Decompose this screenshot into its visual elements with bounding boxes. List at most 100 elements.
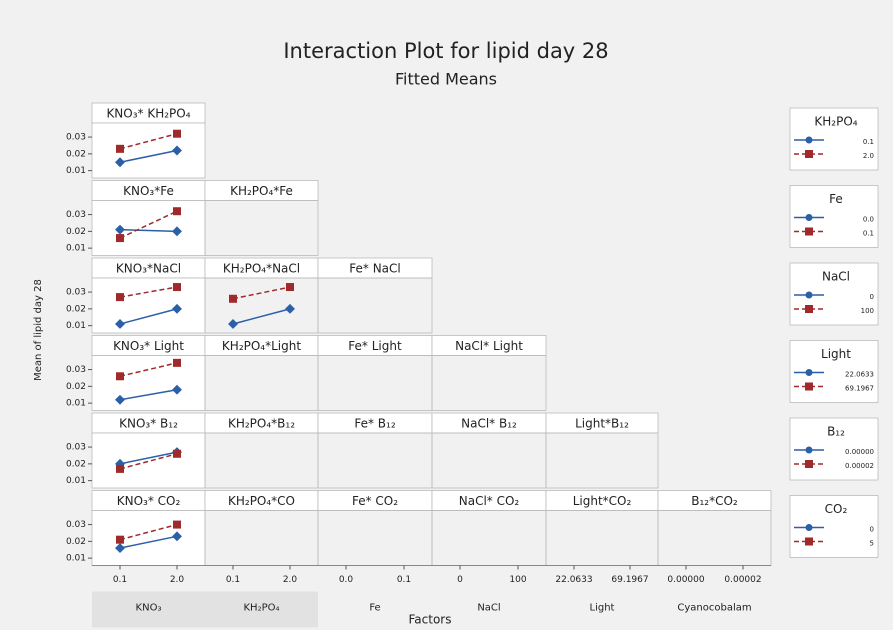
x-tick-label: 2.0 [283, 575, 298, 585]
y-tick-label: 0.02 [66, 537, 86, 547]
panel-title: Fe* B₁₂ [354, 417, 395, 431]
panel-title: KH₂PO₄*CO [228, 494, 295, 508]
y-tick-label: 0.01 [66, 321, 86, 331]
legend-title: NaCl [822, 270, 850, 284]
x-tick-label: 2.0 [170, 575, 185, 585]
legend-marker [806, 369, 813, 376]
x-tick-label: 69.1967 [611, 575, 648, 585]
legend-label: 0 [870, 293, 874, 301]
y-axis-label: Mean of lipid day 28 [33, 279, 44, 381]
y-tick-label: 0.02 [66, 227, 86, 237]
factor-label: Fe [369, 603, 380, 614]
y-tick-label: 0.03 [66, 288, 86, 298]
x-tick-label: 22.0633 [555, 575, 592, 585]
x-tick-label: 0.1 [397, 575, 411, 585]
legend-marker [806, 292, 813, 299]
legend-marker [805, 305, 813, 313]
y-tick-label: 0.01 [66, 166, 86, 176]
factor-label: KNO₃ [136, 603, 162, 614]
panel-title: Light*CO₂ [573, 494, 632, 508]
data-point [116, 145, 124, 153]
panel-title: Fe* CO₂ [352, 494, 398, 508]
panel-plot [92, 511, 205, 566]
legend-marker [806, 524, 813, 531]
panel-title: KH₂PO₄*Light [222, 339, 301, 353]
panel-title: NaCl* B₁₂ [461, 417, 517, 431]
legend-title: B₁₂ [827, 425, 845, 439]
legend-marker [805, 383, 813, 391]
legend-marker [805, 150, 813, 158]
legend-label: 0.00000 [845, 448, 874, 456]
legend-title: KH₂PO₄ [814, 115, 857, 129]
factor-label: Cyanocobalam [677, 603, 751, 614]
panel-plot [92, 123, 205, 178]
y-tick-label: 0.02 [66, 149, 86, 159]
chart-subtitle: Fitted Means [395, 70, 497, 89]
legend-label: 5 [870, 540, 874, 548]
legend-title: Light [821, 347, 851, 361]
legend-label: 22.0633 [845, 371, 874, 379]
data-point [116, 465, 124, 473]
panel-plot [92, 356, 205, 411]
legend-label: 0.00002 [845, 462, 874, 470]
x-tick-label: 0 [457, 575, 463, 585]
panel-plot [92, 278, 205, 333]
y-tick-label: 0.01 [66, 244, 86, 254]
legend-label: 0.0 [863, 216, 874, 224]
legend-label: 0.1 [863, 230, 874, 238]
legend-title: Fe [829, 192, 843, 206]
legend-marker [805, 228, 813, 236]
legend-marker [806, 137, 813, 144]
x-tick-label: 0.1 [113, 575, 127, 585]
x-tick-label: 100 [509, 575, 526, 585]
data-point [229, 295, 237, 303]
data-point [116, 293, 124, 301]
legend-label: 0 [870, 526, 874, 534]
data-point [173, 130, 181, 138]
factor-label: Light [590, 603, 615, 614]
panel-title: KH₂PO₄*B₁₂ [228, 417, 295, 431]
data-point [173, 207, 181, 215]
chart-title: Interaction Plot for lipid day 28 [283, 39, 608, 63]
x-tick-label: 0.1 [226, 575, 240, 585]
legend-label: 0.1 [863, 138, 874, 146]
panel-plot [92, 201, 205, 256]
y-tick-label: 0.03 [66, 520, 86, 530]
chart: Interaction Plot for lipid day 28 Fitted… [0, 0, 893, 630]
y-tick-label: 0.02 [66, 459, 86, 469]
data-point [286, 283, 294, 291]
data-point [173, 359, 181, 367]
panel-title: Light*B₁₂ [575, 417, 629, 431]
legend-marker [805, 460, 813, 468]
legend-title: CO₂ [825, 502, 848, 516]
x-tick-label: 0.00000 [667, 575, 704, 585]
panel-title: KNO₃* KH₂PO₄ [106, 107, 190, 121]
data-point [173, 283, 181, 291]
y-tick-label: 0.01 [66, 399, 86, 409]
legend-marker [806, 214, 813, 221]
panel-title: Fe* NaCl [349, 262, 401, 276]
x-tick-label: 0.00002 [724, 575, 761, 585]
panel-title: B₁₂*CO₂ [691, 494, 738, 508]
legend-label: 100 [861, 307, 874, 315]
panel-title: KH₂PO₄*Fe [230, 184, 293, 198]
x-tick-label: 0.0 [339, 575, 354, 585]
y-tick-label: 0.03 [66, 443, 86, 453]
y-tick-label: 0.03 [66, 133, 86, 143]
factor-label: NaCl [477, 603, 500, 614]
data-point [116, 234, 124, 242]
y-tick-label: 0.03 [66, 365, 86, 375]
data-point [116, 536, 124, 544]
panel-title: KNO₃*NaCl [116, 262, 181, 276]
panel-title: KNO₃* B₁₂ [119, 417, 178, 431]
data-point [173, 450, 181, 458]
panel-title: NaCl* CO₂ [459, 494, 520, 508]
legend-marker [805, 538, 813, 546]
data-point [116, 372, 124, 380]
panel-title: KNO₃*Fe [123, 184, 174, 198]
panel-title: Fe* Light [348, 339, 402, 353]
data-point [173, 521, 181, 529]
y-tick-label: 0.02 [66, 304, 86, 314]
panel-title: KNO₃* CO₂ [117, 494, 181, 508]
legend-label: 2.0 [863, 152, 874, 160]
